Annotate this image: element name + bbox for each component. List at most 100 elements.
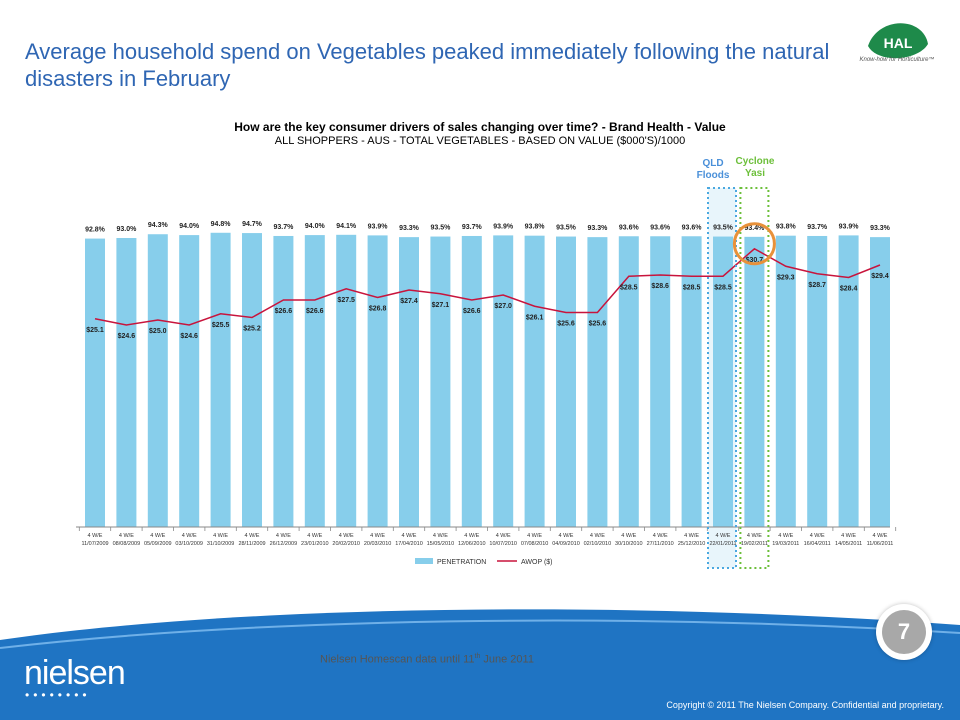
x-tick-label-date: 12/06/2010 [458,541,486,547]
penetration-label: 94.7% [242,221,263,228]
x-tick-labels: 4 W/E 11/07/2009 4 W/E 08/08/2009 4 W/E 05/09… [81,533,893,547]
penetration-bar [807,235,828,527]
penetration-label: 93.4% [744,225,765,232]
page-number-badge: 7 [876,604,932,660]
x-tick-label-date: 22/01/2011 [709,541,736,547]
x-tick-label-period: 4 W/E [873,533,888,539]
awop-label: $28.5 [714,284,732,291]
x-tick-label-date: 23/01/2010 [301,541,329,547]
penetration-label: 93.9% [839,223,860,230]
x-tick-label-period: 4 W/E [778,533,793,539]
x-tick-label-period: 4 W/E [684,533,699,539]
x-tick-label-date: 08/08/2009 [113,541,141,547]
penetration-label: 93.6% [682,224,703,231]
penetration-label: 94.0% [179,223,200,230]
awop-label: $26.1 [526,314,544,321]
penetration-label: 94.0% [305,223,326,230]
x-tick-label-period: 4 W/E [339,533,354,539]
x-tick-label-period: 4 W/E [88,533,103,539]
awop-label: $27.1 [432,302,450,309]
x-tick-label-date: 14/05/2011 [835,541,862,547]
awop-label: $25.1 [86,327,104,334]
penetration-label: 93.5% [430,225,451,232]
awop-label: $26.6 [306,308,324,315]
penetration-bar [713,236,733,528]
penetration-bar [304,235,325,527]
penetration-bar [618,236,639,527]
x-tick-label-period: 4 W/E [245,533,260,539]
penetration-bar [461,235,482,527]
awop-label: $25.5 [212,322,230,329]
x-tick-label-period: 4 W/E [402,533,417,539]
awop-label: $28.4 [840,286,858,293]
x-tick-label-date: 28/11/2009 [238,541,265,547]
penetration-bar [870,237,890,527]
penetration-bar [744,236,765,527]
penetration-label: 93.8% [525,224,546,231]
penetration-label: 94.8% [211,221,232,228]
x-tick-label-date: 31/10/2009 [207,541,235,547]
x-tick-label-period: 4 W/E [119,533,134,539]
awop-label: $26.8 [369,306,387,313]
awop-label: $25.6 [557,321,575,328]
nielsen-logo: nielsen [24,654,126,692]
x-tick-label-period: 4 W/E [433,533,448,539]
penetration-bar [524,235,545,527]
hal-logo-text: HAL [884,35,913,51]
x-tick-label-date: 10/07/2010 [489,541,517,547]
penetration-bars [85,232,890,528]
penetration-label: 93.9% [368,223,389,230]
penetration-bar [556,236,576,528]
penetration-bar [493,235,514,527]
x-tick-label-date: 02/10/2010 [584,541,612,547]
penetration-bar [399,237,419,527]
x-tick-label-period: 4 W/E [150,533,165,539]
x-tick-label-period: 4 W/E [527,533,542,539]
penetration-label: 93.6% [650,224,671,231]
x-tick-label-date: 07/08/2010 [521,541,549,547]
legend-penetration-label: PENETRATION [437,559,486,566]
penetration-labels: 92.8% 93.0% 94.3% 94.0% 94.8% 94.7% 93.7% 94.0%… [85,221,891,234]
awop-label: $25.2 [243,326,261,333]
awop-label: $25.0 [149,328,167,335]
source-note: Nielsen Homescan data until 11th June 20… [320,653,534,666]
penetration-bar [242,233,262,527]
callout-qld-floods: QLD Floods [696,158,730,181]
penetration-label: 93.7% [462,224,483,231]
penetration-bar [179,235,200,527]
penetration-bar [775,235,796,527]
x-tick-label-date: 30/10/2010 [615,541,643,547]
legend-awop-label: AWOP ($) [521,559,553,566]
x-tick-label-period: 4 W/E [621,533,636,539]
nielsen-logo-dots: •••••••• [25,688,91,702]
x-tick-label-date: 03/10/2009 [175,541,203,547]
hal-logo: HAL [868,23,928,59]
hal-logo-tagline: Know-how for Horticulture™ [859,57,935,63]
disaster-overlays [707,187,776,569]
source-note-sup: th [474,653,481,660]
x-tick-label-date: 11/06/2011 [867,541,894,547]
x-tick-label-period: 4 W/E [276,533,291,539]
x-tick-label-period: 4 W/E [810,533,825,539]
penetration-bar [367,235,388,527]
penetration-bar [116,238,137,527]
penetration-label: 93.7% [807,224,828,231]
x-tick-label-date: 05/09/2009 [144,541,172,547]
penetration-bar [587,237,608,527]
penetration-bar [336,234,357,527]
awop-label: $25.6 [589,321,607,328]
penetration-label: 93.8% [776,224,797,231]
callout-cyclone-yasi: Cyclone Yasi [735,156,775,179]
cyclone-yasi-box [739,187,770,569]
copyright: Copyright © 2011 The Nielsen Company. Co… [666,700,944,710]
qld-floods-box [707,187,737,569]
chart-title: How are the key consumer drivers of sale… [234,120,726,134]
penetration-label: 93.3% [587,225,608,232]
penetration-label: 92.8% [85,227,106,234]
penetration-label: 94.1% [336,223,357,230]
penetration-label: 93.7% [273,224,294,231]
chart-subtitle: ALL SHOPPERS - AUS - TOTAL VEGETABLES - … [274,135,686,147]
x-tick-label-period: 4 W/E [747,533,762,539]
